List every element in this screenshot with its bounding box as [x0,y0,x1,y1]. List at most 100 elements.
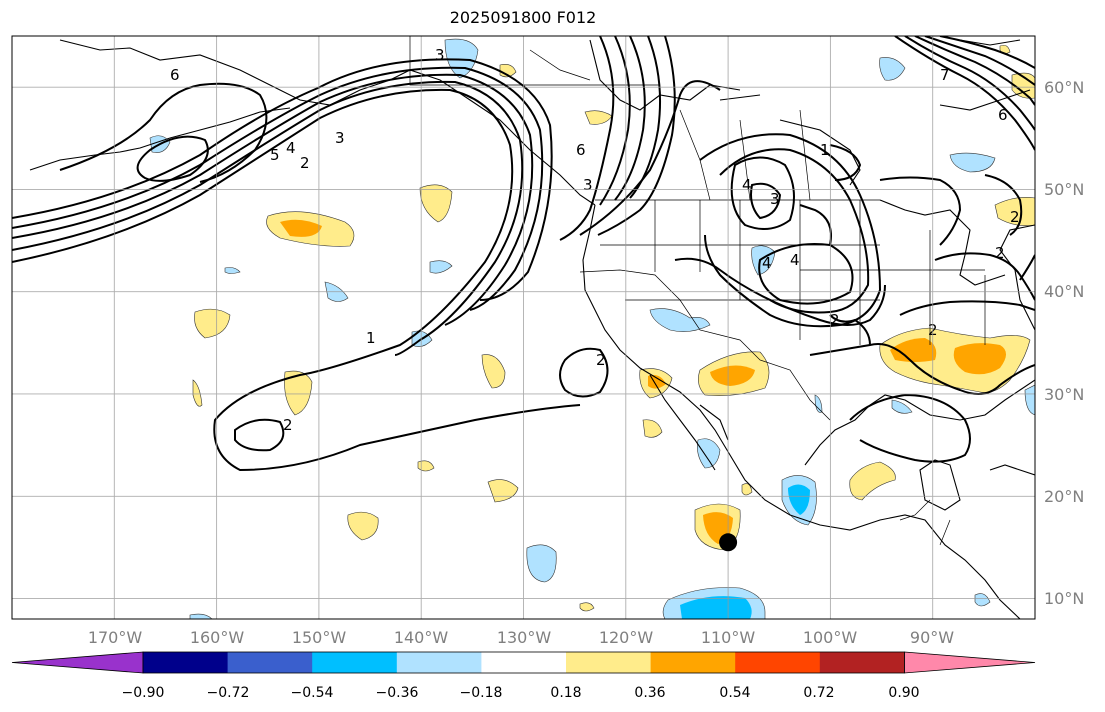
contour-label: 2 [830,311,840,329]
cool-core [680,596,752,619]
contour-label: 6 [170,66,180,84]
warm-region [194,308,231,339]
colorbar-bin [735,652,821,673]
lon-label: 170°W [88,628,143,647]
warm-region [284,370,313,416]
colorbar-bin [566,652,652,673]
cool-region [526,544,557,583]
colorbar-tick: 0.90 [888,685,919,701]
warm-core [710,365,755,386]
colorbar-tick: −0.72 [207,685,250,701]
colorbar-ticks: −0.90 −0.72 −0.54 −0.36 −0.18 0.18 0.36 … [122,685,920,701]
cool-region [891,399,913,414]
contour-label: 2 [596,351,606,369]
shaded-regions [149,38,1035,619]
warm-region [579,602,595,612]
cool-region [429,260,453,274]
cool-region [949,152,996,173]
colorbar-bin [312,652,398,673]
contour-label: 4 [286,139,296,157]
cool-region [189,613,213,619]
warm-region [347,511,379,541]
contour-label: 1 [820,141,830,159]
lon-label: 120°W [599,628,654,647]
colorbar-bin [650,652,736,673]
cool-region [1024,384,1035,416]
warm-region [849,461,896,501]
colorbar-tick: −0.90 [122,685,165,701]
contour-label: 2 [995,244,1005,262]
lon-label: 90°W [910,628,954,647]
cool-region [879,57,906,81]
lat-label: 50°N [1044,180,1084,199]
political-borders [409,36,986,546]
colorbar-bin [396,652,482,673]
cool-region [697,438,721,469]
lon-label: 150°W [292,628,347,647]
colorbar-tick: −0.54 [291,685,334,701]
contour-lines [12,36,1035,472]
contour-label: 1 [366,329,376,347]
map-frame [11,35,1036,620]
lon-label: 160°W [190,628,245,647]
colorbar-bin [819,652,905,673]
lon-label: 140°W [394,628,449,647]
colorbar-bin [143,652,229,673]
lon-label: 130°W [497,628,552,647]
map-title: 2025091800 F012 [449,8,597,27]
point-marker [719,533,738,552]
warm-region [192,379,203,407]
colorbar-tick: 0.72 [803,685,834,701]
colorbar-tick: 0.36 [634,685,665,701]
warm-region [1011,72,1035,99]
warm-region [994,197,1035,226]
gridlines [12,36,1035,619]
lat-label: 40°N [1044,282,1084,301]
contour-label: 3 [335,129,345,147]
colorbar-tick: 0.18 [550,685,581,701]
lon-label: 110°W [701,628,756,647]
colorbar-tick: −0.36 [376,685,419,701]
lat-label: 60°N [1044,78,1084,97]
warm-region [642,419,663,438]
colorbar-tick: 0.54 [719,685,750,701]
contour-label: 3 [583,176,593,194]
cool-region [751,245,776,276]
longitude-labels: 170°W 160°W 150°W 140°W 130°W 120°W 110°… [88,628,954,647]
contour-label: 4 [790,251,800,269]
colorbar-tick: −0.18 [460,685,503,701]
contour-labels: 6 5 4 3 2 1 6 4 3 4 2 1 2 2 3 4 2 7 6 2 … [170,46,1020,434]
contour-label: 5 [270,146,280,164]
warm-region [481,354,506,389]
cool-region [224,267,241,274]
colorbar-bin [481,652,567,673]
lat-label: 30°N [1044,385,1084,404]
warm-core [890,338,937,362]
warm-region [417,460,435,472]
cool-core [788,484,810,515]
cool-region [974,593,991,607]
colorbar [11,651,1036,674]
contour-label: 3 [770,190,780,208]
lon-label: 100°W [803,628,858,647]
colorbar-extend-low [11,651,144,674]
contour-label: 7 [940,66,950,84]
warm-region [741,483,753,496]
warm-core [953,343,1006,375]
lat-label: 10°N [1044,589,1084,608]
colorbar-extend-high [904,651,1036,674]
contour-label: 6 [576,141,586,159]
cool-region [649,308,711,332]
latitude-labels: 60°N 50°N 40°N 30°N 20°N 10°N [1044,78,1084,608]
contour-label: 2 [300,154,310,172]
contour-label: 2 [283,416,293,434]
colorbar-outline [142,651,905,674]
contour-label: 3 [435,46,445,64]
warm-region [419,184,453,223]
contour-label: 6 [998,106,1008,124]
contour-label: 4 [742,176,752,194]
contour-label: 4 [762,254,772,272]
colorbar-bin [227,652,313,673]
warm-core [280,219,322,237]
